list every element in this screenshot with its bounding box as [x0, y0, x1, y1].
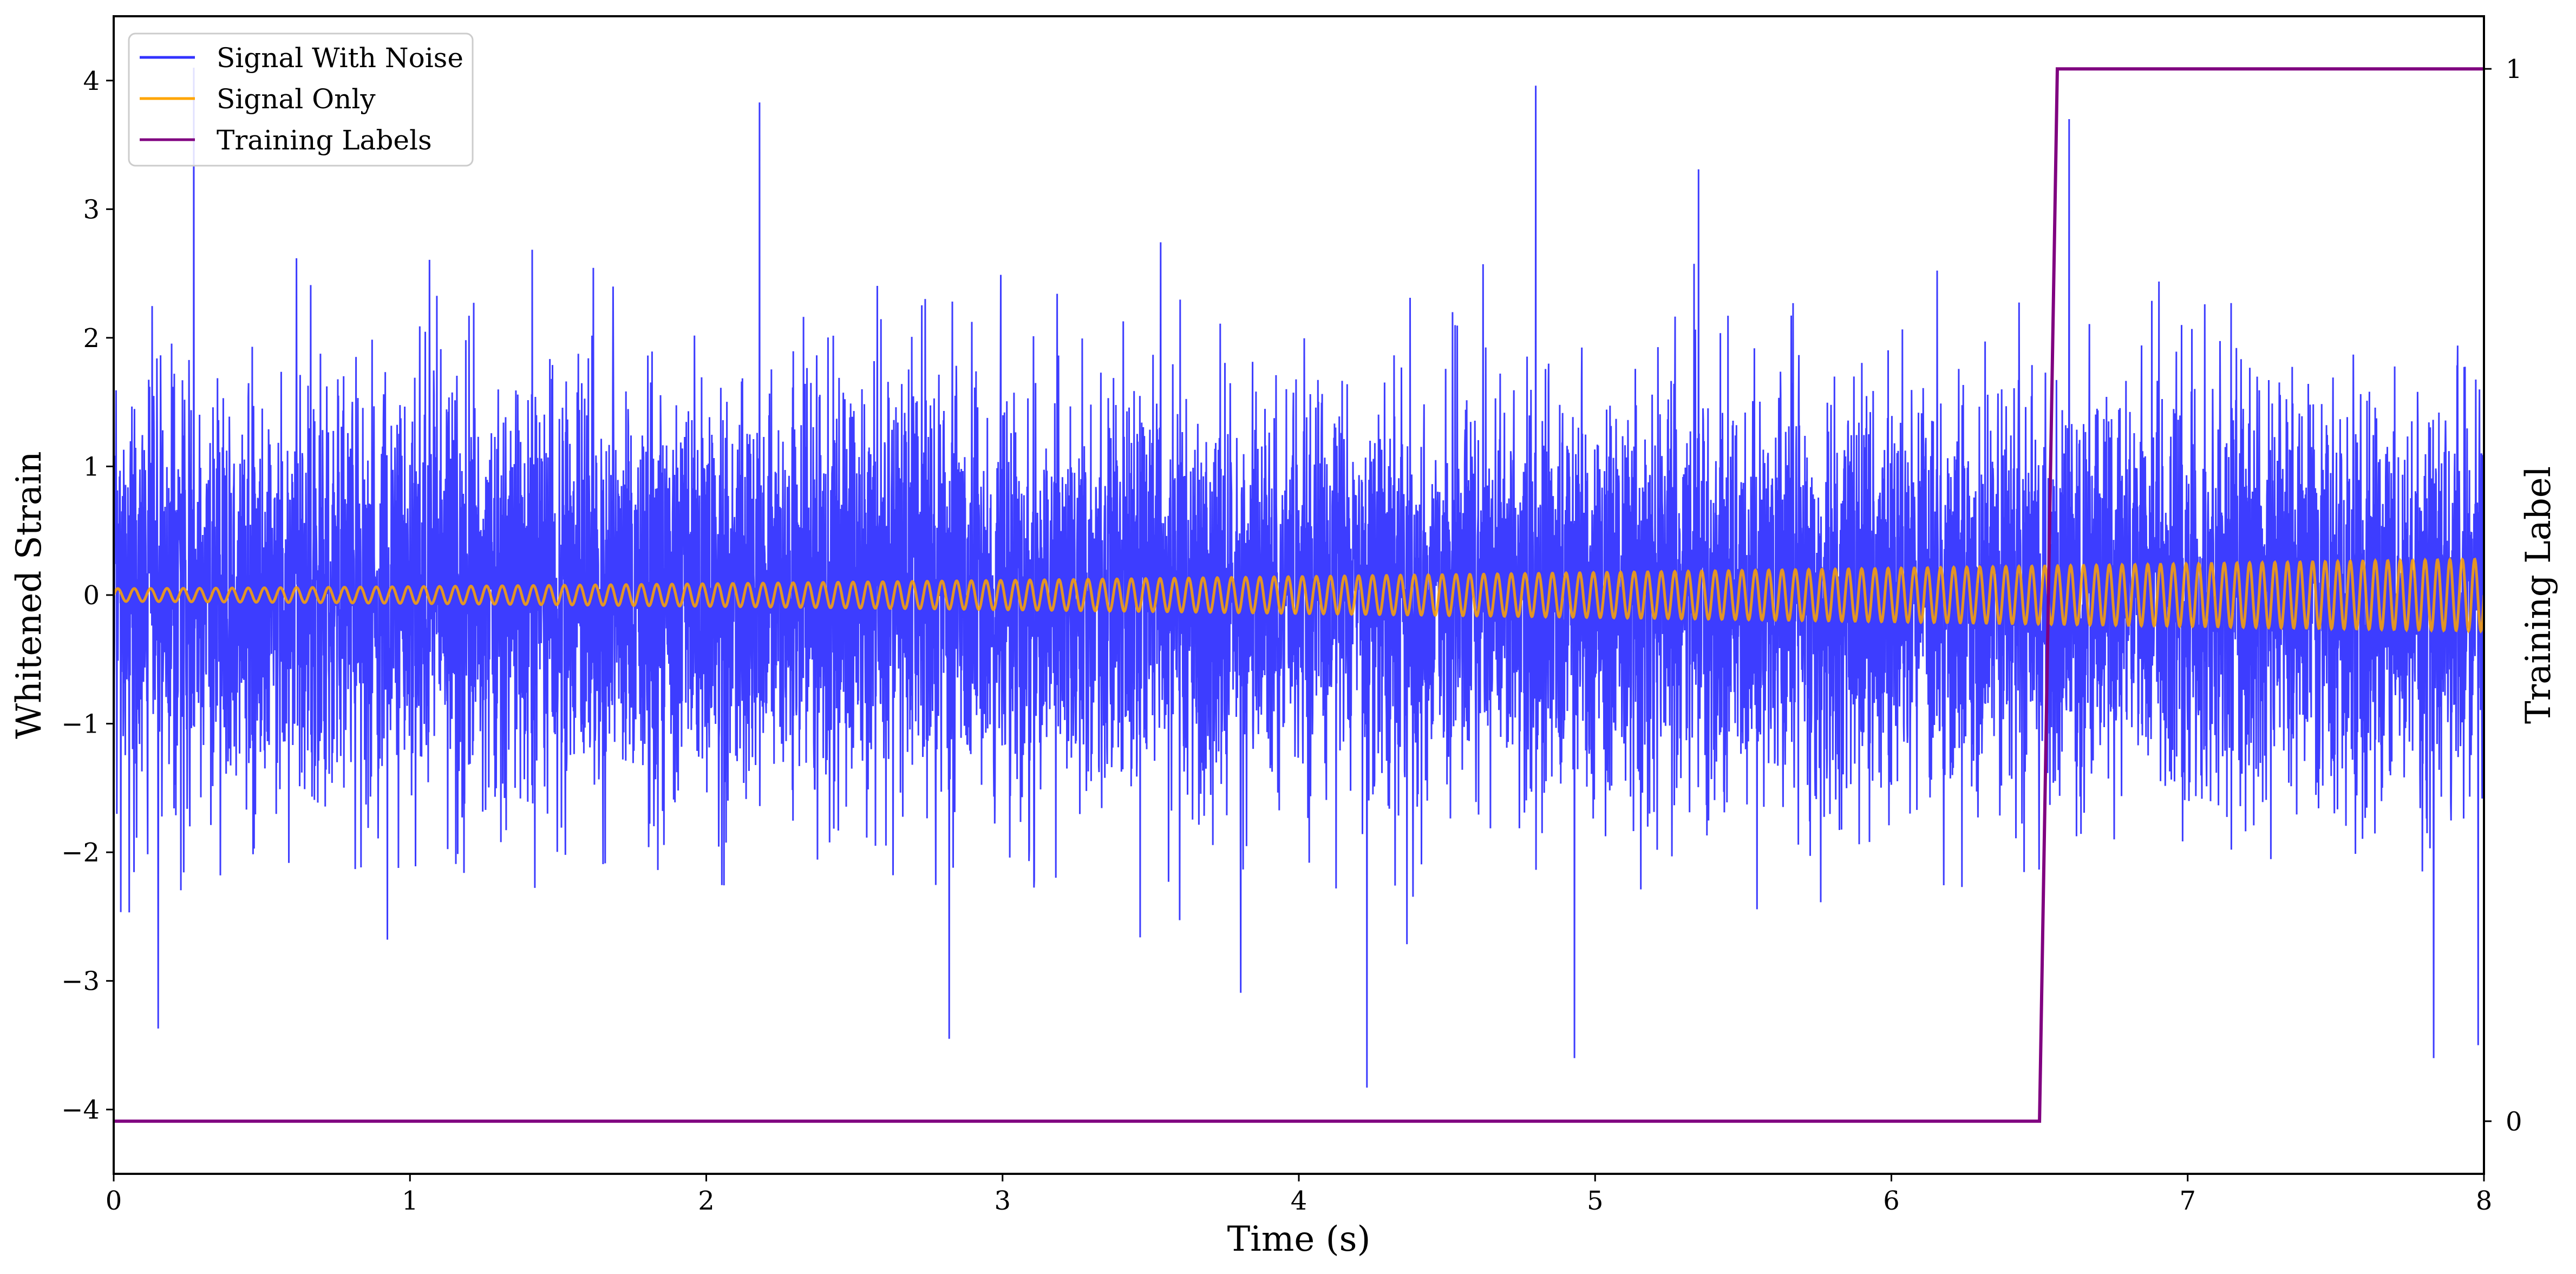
- y-tick-label: 2: [83, 323, 100, 354]
- x-axis: 0 1 2 3 4 5 6 7 8: [106, 1174, 2493, 1216]
- y-right-tick-label: 0: [2506, 1107, 2522, 1137]
- x-tick-label: 8: [2476, 1186, 2493, 1216]
- y-axis-right-title: Training Label: [2519, 466, 2559, 724]
- y-tick-label: 0: [83, 580, 100, 611]
- series-training-labels: [114, 67, 2484, 1123]
- series-signal-with-noise: [114, 67, 2484, 1088]
- legend-label-training-labels: Training Labels: [217, 125, 432, 156]
- x-tick-label: 5: [1587, 1186, 1604, 1216]
- x-tick-label: 4: [1291, 1186, 1307, 1216]
- x-tick-label: 7: [2179, 1186, 2196, 1216]
- y-tick-label: −3: [61, 966, 100, 997]
- y-tick-label: 3: [83, 194, 100, 225]
- y-tick-label: −4: [61, 1095, 100, 1125]
- y-axis-right: 01: [2484, 54, 2522, 1137]
- legend-label-signal-with-noise: Signal With Noise: [217, 42, 463, 74]
- y-axis-left: −4 −3 −2 −1 0 1 2 3 4: [61, 66, 114, 1125]
- y-tick-label: 4: [83, 66, 100, 96]
- x-tick-label: 0: [106, 1186, 122, 1216]
- x-tick-label: 6: [1883, 1186, 1900, 1216]
- legend: Signal With Noise Signal Only Training L…: [128, 32, 474, 167]
- y-tick-label: 1: [83, 452, 100, 482]
- y-right-tick-label: 1: [2506, 54, 2522, 84]
- series-signal-only: [114, 557, 2484, 634]
- legend-box: [128, 32, 474, 167]
- series-layer: [114, 67, 2484, 1123]
- x-tick-label: 2: [698, 1186, 715, 1216]
- y-tick-label: −2: [61, 838, 100, 868]
- x-tick-label: 3: [994, 1186, 1011, 1216]
- x-axis-title: Time (s): [1227, 1219, 1371, 1259]
- y-tick-label: −1: [61, 709, 100, 740]
- legend-label-signal-only: Signal Only: [217, 83, 376, 115]
- x-tick-label: 1: [402, 1186, 419, 1216]
- y-axis-title: Whitened Strain: [9, 451, 49, 739]
